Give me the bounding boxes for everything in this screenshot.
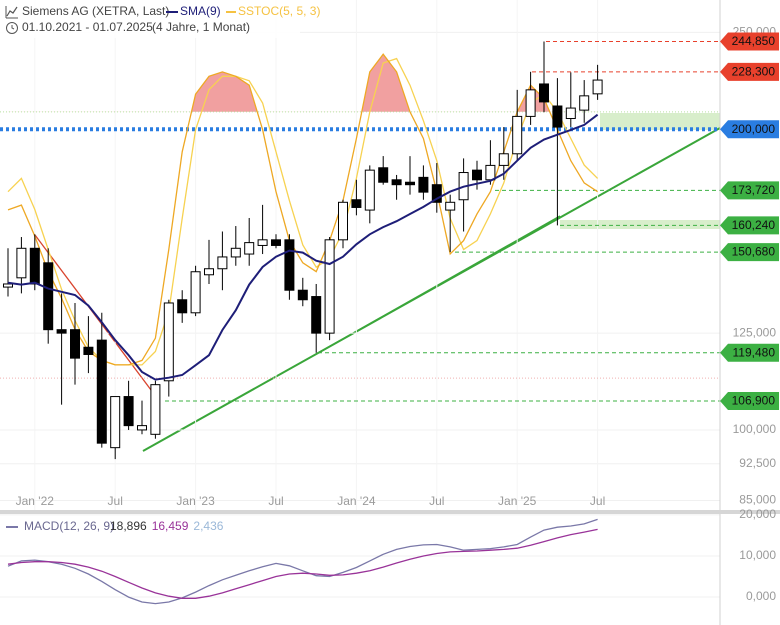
candle-body (29, 247, 40, 285)
y-tick-label: 125,000 (733, 325, 777, 339)
macd-line (7, 528, 598, 599)
macd-line (7, 518, 598, 605)
candle-body (3, 283, 13, 288)
candle-body (431, 184, 442, 203)
chart-icon (5, 6, 18, 19)
price-level-badge (720, 343, 779, 362)
trend-line (317, 215, 561, 354)
zone-band (560, 220, 720, 229)
candle-body (284, 239, 295, 291)
plot-layer: Jan '22 Jul Jan '23 Jul Jan '24 Jul Jan '25 Jul (0, 0, 720, 605)
price-level-label: 160,240 (732, 218, 776, 232)
candle-body (70, 329, 80, 359)
candle-body (297, 289, 308, 301)
candle-body (512, 115, 523, 155)
price-level-label: 173,720 (732, 183, 776, 197)
candle-body (592, 79, 603, 95)
candle-body (137, 425, 147, 431)
candle-body (405, 181, 415, 186)
price-level-label: 244,850 (732, 34, 776, 48)
legend-label: SMA(9) (180, 4, 221, 18)
macd-legend-value: 2,436 (193, 519, 223, 533)
candle-body (311, 296, 322, 334)
macd-legend-value: 16,459 (152, 519, 189, 533)
zone-band (600, 113, 720, 130)
y-tick-label: 85,000 (739, 493, 776, 507)
price-level-badge (720, 181, 779, 200)
candle-body (472, 169, 482, 181)
candle-body (539, 83, 549, 103)
candle-body (257, 239, 268, 246)
x-tick-label: Jan '23 (176, 494, 215, 508)
x-tick-label: Jan '25 (498, 494, 537, 508)
clock-icon (6, 22, 18, 34)
candle-body (177, 299, 188, 314)
stoch-overbought-fill (191, 54, 550, 112)
candle-body (498, 153, 509, 166)
candle-body (378, 167, 389, 183)
y-tick-label: 92,500 (739, 456, 776, 470)
candle-body (56, 329, 67, 334)
candle-body (190, 271, 201, 314)
price-level-label: 228,300 (732, 64, 776, 78)
x-tick-label: Jul (429, 494, 444, 508)
candle-body (16, 247, 27, 279)
legend-background (0, 0, 300, 38)
candle-body (338, 201, 348, 241)
candle-body (43, 262, 54, 331)
candle-body (324, 239, 335, 334)
date-range: 01.10.2021 - 01.07.2025 (22, 20, 153, 34)
candle-body (271, 239, 281, 246)
price-level-badge (720, 62, 779, 81)
candle-body (163, 302, 174, 382)
candle-body (552, 105, 563, 128)
candle-body (579, 95, 590, 111)
candle-body (445, 201, 456, 211)
candle-body (244, 242, 255, 255)
candle-body (525, 89, 536, 117)
candle-body (83, 346, 94, 355)
price-level-label: 150,680 (732, 245, 776, 259)
candle-body (391, 179, 402, 186)
x-tick-label: Jul (108, 494, 123, 508)
candle-body (565, 107, 576, 120)
y-tick-label: 10,000 (739, 548, 776, 562)
price-level-badge (720, 120, 779, 139)
price-level-badge (720, 391, 779, 410)
chart-title: Siemens AG (XETRA, Last) (22, 4, 169, 18)
price-level-label: 106,900 (732, 394, 776, 408)
candle-body (217, 256, 228, 270)
candle-body (485, 164, 496, 181)
candle-body (110, 396, 121, 449)
price-level-badge (720, 32, 779, 51)
candle-body (96, 339, 107, 444)
candle-body (230, 247, 241, 258)
candle-body (123, 396, 134, 427)
legend-label: SSTOC(5, 5, 3) (238, 4, 320, 18)
period: (4 Jahre, 1 Monat) (152, 20, 250, 34)
macd-legend-value: 18,896 (110, 519, 147, 533)
y-tick-label: 0,000 (746, 589, 776, 603)
y-tick-label: 100,000 (733, 422, 777, 436)
candle-body (364, 169, 375, 211)
panel-divider (0, 510, 780, 514)
candle-body (150, 384, 161, 435)
sma-line (7, 113, 599, 381)
x-tick-label: Jul (268, 494, 283, 508)
price-level-label: 119,480 (733, 345, 776, 359)
price-level-badge (720, 243, 779, 262)
candle-body (204, 268, 214, 276)
x-tick-label: Jul (590, 494, 605, 508)
macd-legend-title: MACD(12, 26, 9) (24, 519, 114, 533)
candle-body (418, 176, 429, 193)
x-tick-label: Jan '22 (16, 494, 55, 508)
y-tick-label: 20,000 (739, 507, 776, 521)
x-tick-label: Jan '24 (337, 494, 376, 508)
candle-body (351, 199, 362, 208)
price-level-label: 200,000 (732, 122, 776, 136)
price-level-badge (720, 216, 779, 235)
